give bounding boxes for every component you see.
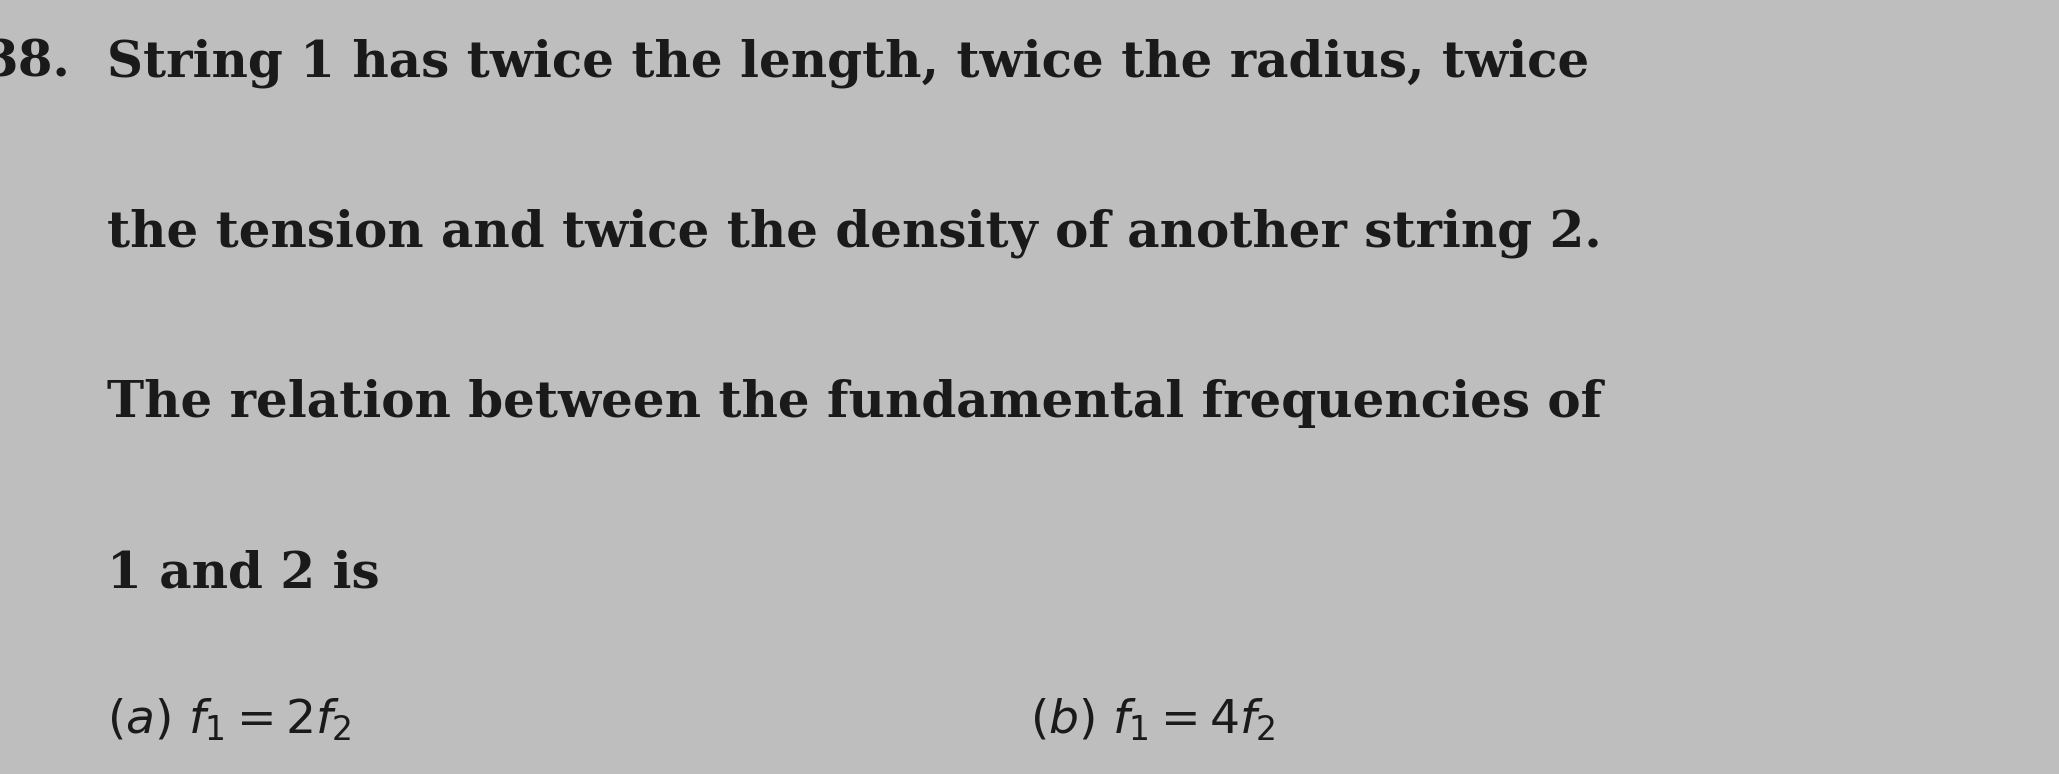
Text: $\mathit{(b)}\ f_1 = 4f_2$: $\mathit{(b)}\ f_1 = 4f_2$	[1030, 697, 1275, 743]
Text: 38.: 38.	[0, 39, 70, 87]
Text: the tension and twice the density of another string 2.: the tension and twice the density of ano…	[107, 209, 1602, 259]
Text: String 1 has twice the length, twice the radius, twice: String 1 has twice the length, twice the…	[107, 39, 1590, 88]
Text: 1 and 2 is: 1 and 2 is	[107, 550, 379, 598]
Text: $\mathit{(a)}\ f_1 = 2f_2$: $\mathit{(a)}\ f_1 = 2f_2$	[107, 697, 352, 743]
Text: The relation between the fundamental frequencies of: The relation between the fundamental fre…	[107, 379, 1602, 428]
